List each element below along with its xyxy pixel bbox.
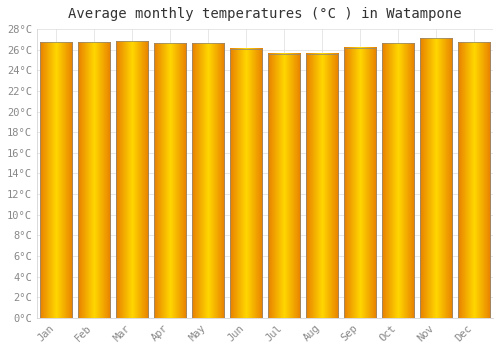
Title: Average monthly temperatures (°C ) in Watampone: Average monthly temperatures (°C ) in Wa… — [68, 7, 462, 21]
Bar — [306, 54, 338, 318]
Bar — [154, 43, 186, 318]
Bar — [344, 48, 376, 318]
Bar — [268, 54, 300, 318]
Bar — [40, 42, 72, 318]
Bar — [116, 41, 148, 318]
Bar — [382, 43, 414, 318]
Bar — [420, 38, 452, 318]
Bar — [230, 49, 262, 318]
Bar — [458, 42, 490, 318]
Bar — [78, 42, 110, 318]
Bar — [192, 43, 224, 318]
